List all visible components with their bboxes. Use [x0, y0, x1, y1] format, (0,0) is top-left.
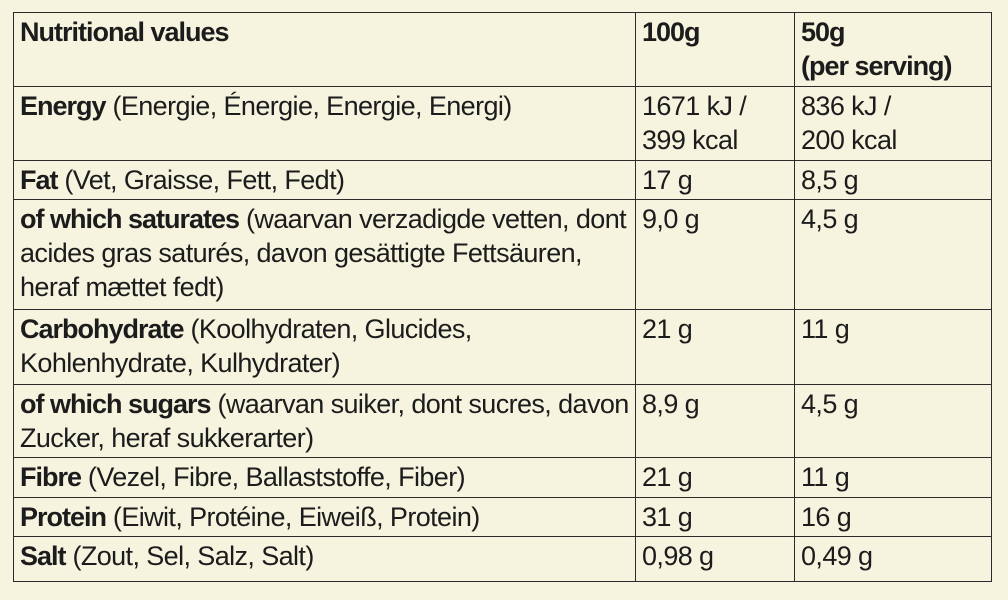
nutrient-translations: (Vet, Graisse, Fett, Fedt)	[64, 164, 345, 195]
nutrient-name: Salt	[20, 541, 67, 572]
value-50g: 11 g	[794, 457, 992, 498]
value-50g: 4,5 g	[794, 199, 992, 310]
value-100g: 8,9 g	[635, 383, 795, 459]
nutrition-table: Nutritional values 100g 50g (per serving)…	[13, 12, 992, 582]
value-100g: 21 g	[635, 457, 795, 498]
table-header-row: Nutritional values 100g 50g (per serving)	[13, 12, 992, 87]
value-100g: 0,98 g	[635, 536, 795, 582]
value-100g: 17 g	[635, 159, 795, 201]
nutrient-name: Fat	[20, 164, 58, 195]
nutrient-cell: of which sugars (waarvan suiker, dont su…	[13, 383, 636, 459]
value-50g: 4,5 g	[794, 383, 992, 459]
nutrient-cell: Protein (Eiwit, Protéine, Eiweiß, Protei…	[13, 496, 636, 538]
value-50g: 16 g	[794, 496, 992, 538]
nutrient-name: Carbohydrate	[20, 313, 185, 344]
header-50g: 50g (per serving)	[794, 12, 992, 87]
value-50g: 0,49 g	[794, 536, 992, 582]
nutrient-translations: (waarvan suiker, dont sucres, davon Zuck…	[20, 388, 629, 453]
nutrient-translations: (Koolhydraten, Glucides, Kohlenhydrate, …	[20, 313, 472, 378]
nutrient-cell: of which saturates (waarvan verzadigde v…	[13, 199, 636, 310]
value-50g: 8,5 g	[794, 159, 992, 201]
nutrient-translations: (Vezel, Fibre, Ballaststoffe, Fiber)	[87, 462, 466, 493]
header-nutritional-values: Nutritional values	[13, 12, 636, 87]
nutrient-name: of which sugars	[20, 388, 212, 419]
table-row-salt: Salt (Zout, Sel, Salz, Salt) 0,98 g 0,49…	[13, 536, 992, 582]
nutrient-name: of which saturates	[20, 204, 240, 235]
table-row-sugars: of which sugars (waarvan suiker, dont su…	[13, 383, 992, 459]
table-row-energy: Energy (Energie, Énergie, Energie, Energ…	[13, 85, 992, 161]
value-100g: 31 g	[635, 496, 795, 538]
nutrient-translations: (Eiwit, Protéine, Eiweiß, Protein)	[112, 501, 480, 532]
value-100g: 21 g	[635, 308, 795, 385]
table-row-carbohydrate: Carbohydrate (Koolhydraten, Glucides, Ko…	[13, 308, 992, 385]
nutrient-translations: (waarvan verzadigde vetten, dont acides …	[20, 204, 627, 303]
table-row-saturates: of which saturates (waarvan verzadigde v…	[13, 199, 992, 310]
nutrient-translations: (Zout, Sel, Salz, Salt)	[72, 541, 314, 572]
nutrient-cell: Salt (Zout, Sel, Salz, Salt)	[13, 536, 636, 582]
value-100g: 1671 kJ /399 kcal	[635, 85, 795, 161]
value-100g: 9,0 g	[635, 199, 795, 310]
header-100g: 100g	[635, 12, 795, 87]
nutrient-translations: (Energie, Énergie, Energie, Energi)	[112, 90, 512, 121]
nutrient-cell: Carbohydrate (Koolhydraten, Glucides, Ko…	[13, 308, 636, 385]
nutrient-name: Energy	[20, 90, 107, 121]
value-50g: 836 kJ /200 kcal	[794, 85, 992, 161]
nutrient-name: Protein	[20, 501, 107, 532]
nutrient-name: Fibre	[20, 462, 82, 493]
table-row-fibre: Fibre (Vezel, Fibre, Ballaststoffe, Fibe…	[13, 457, 992, 498]
nutrient-cell: Fat (Vet, Graisse, Fett, Fedt)	[13, 159, 636, 201]
table-row-fat: Fat (Vet, Graisse, Fett, Fedt) 17 g 8,5 …	[13, 159, 992, 201]
nutrient-cell: Fibre (Vezel, Fibre, Ballaststoffe, Fibe…	[13, 457, 636, 498]
nutrient-cell: Energy (Energie, Énergie, Energie, Energ…	[13, 85, 636, 161]
table-row-protein: Protein (Eiwit, Protéine, Eiweiß, Protei…	[13, 496, 992, 538]
value-50g: 11 g	[794, 308, 992, 385]
